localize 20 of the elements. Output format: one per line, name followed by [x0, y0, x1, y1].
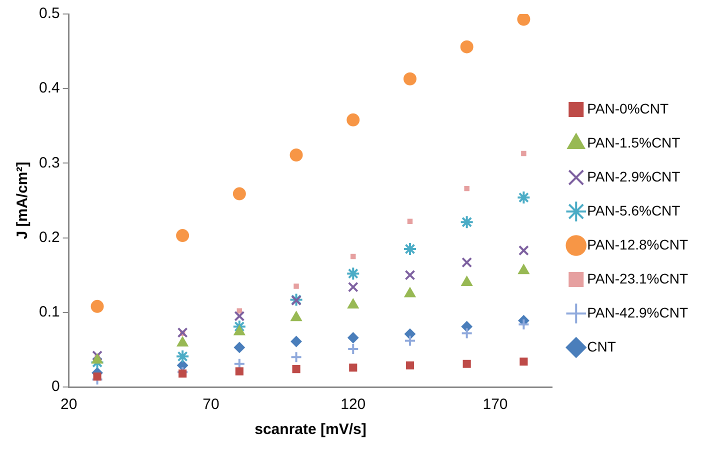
x-tick-label: 170	[482, 396, 508, 414]
legend-label: PAN-23.1%CNT	[587, 270, 688, 286]
legend-label: PAN-42.9%CNT	[587, 304, 688, 320]
x-axis-title: scanrate [mV/s]	[254, 421, 366, 438]
y-tick-label: 0	[52, 378, 60, 396]
legend-label: PAN-5.6%CNT	[587, 202, 681, 218]
y-tick-label: 0.2	[38, 228, 60, 246]
x-tick-label: 20	[60, 396, 78, 414]
legend-label: PAN-1.5%CNT	[587, 134, 681, 150]
legend-label: PAN-2.9%CNT	[587, 168, 681, 184]
x-tick-label: 70	[202, 396, 220, 414]
y-axis-title: J [mA/cm²]	[14, 162, 32, 240]
legend-label: PAN-0%CNT	[587, 100, 669, 116]
x-tick-label: 120	[340, 396, 366, 414]
legend-label: PAN-12.8%CNT	[587, 236, 688, 252]
legend-label: CNT	[587, 338, 616, 354]
y-tick-label: 0.3	[38, 154, 60, 172]
y-tick-label: 0.1	[38, 304, 60, 321]
y-tick-label: 0.5	[38, 5, 60, 22]
y-tick-label: 0.4	[38, 80, 60, 97]
